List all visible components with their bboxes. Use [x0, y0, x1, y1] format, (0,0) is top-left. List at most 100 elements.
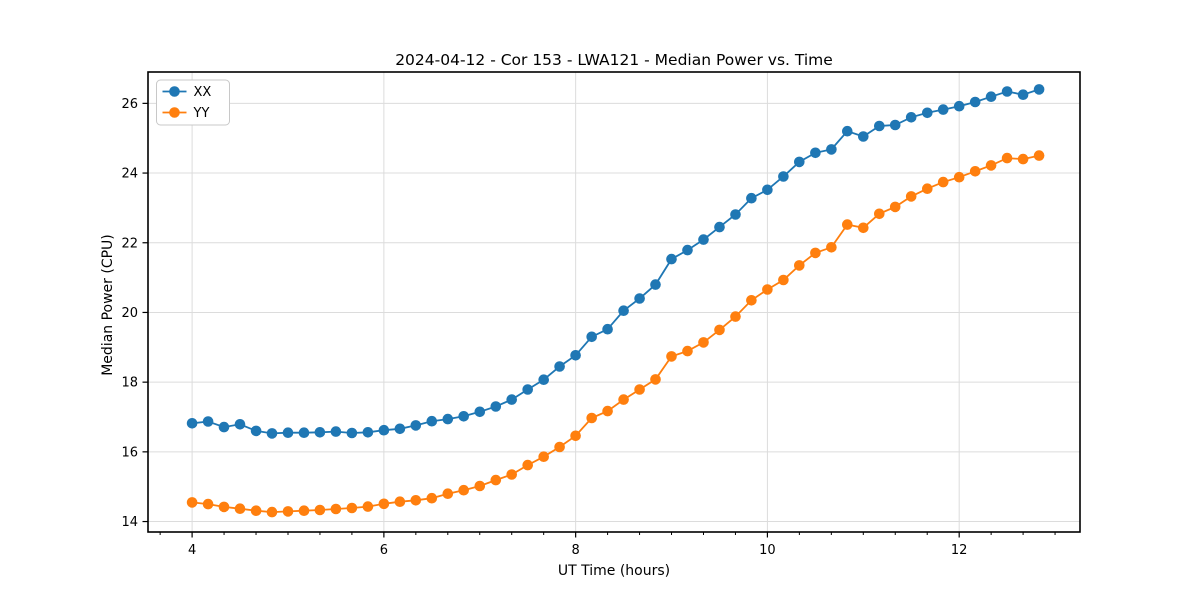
series-YY-marker: [282, 506, 294, 517]
series-YY-marker: [250, 505, 262, 516]
series-YY-marker: [602, 405, 613, 417]
series-XX-marker: [554, 361, 565, 372]
series-XX-marker: [905, 112, 917, 123]
series-YY-marker: [762, 284, 773, 295]
series-XX-marker: [410, 420, 422, 431]
series-YY-marker: [794, 260, 805, 271]
series-YY-marker: [410, 495, 422, 506]
legend-label-XX: XX: [194, 85, 212, 100]
series-XX-marker: [490, 401, 502, 412]
series-YY-marker: [826, 242, 837, 253]
series-YY-marker: [218, 501, 230, 513]
series-XX-marker: [969, 96, 981, 108]
series-YY-marker: [746, 295, 757, 306]
series-XX-marker: [858, 131, 869, 142]
series-YY-marker: [858, 222, 869, 234]
series-XX-marker: [330, 426, 342, 437]
x-tick-label: 8: [572, 543, 580, 558]
series-YY-marker: [362, 501, 374, 512]
series-XX-marker: [937, 104, 949, 115]
series-XX-marker: [874, 120, 885, 132]
series-XX-marker: [698, 234, 709, 245]
series-XX-marker: [394, 423, 406, 435]
series-XX-marker: [538, 374, 549, 386]
series-YY-marker: [346, 502, 358, 514]
series-YY-marker: [202, 498, 214, 510]
series-YY-marker: [1017, 153, 1029, 165]
legend-marker: [169, 86, 180, 97]
series-XX-marker: [458, 411, 470, 422]
series-XX-marker: [426, 415, 438, 427]
series-YY-marker: [426, 492, 438, 504]
series-YY-marker: [314, 504, 326, 516]
series-YY-marker: [682, 345, 693, 357]
series-YY-marker: [714, 324, 725, 336]
series-YY-marker: [506, 469, 517, 480]
series-XX-marker: [602, 323, 613, 335]
series-YY-marker: [378, 498, 390, 510]
series-YY-marker: [969, 166, 981, 177]
series-YY-marker: [730, 311, 741, 322]
series-YY-marker: [810, 247, 821, 259]
x-tick-label: 12: [951, 543, 968, 558]
series-XX-marker: [666, 253, 677, 265]
series-YY-line: [192, 154, 1040, 514]
series-YY-marker: [1033, 150, 1045, 161]
x-axis-label: UT Time (hours): [557, 563, 671, 579]
series-XX-marker: [298, 427, 310, 439]
series-YY-marker: [490, 474, 502, 486]
series-YY-marker: [985, 160, 997, 171]
series-YY-marker: [330, 503, 342, 515]
series-XX-marker: [314, 427, 326, 438]
series-YY-marker: [889, 201, 901, 213]
series-XX-marker: [730, 209, 741, 220]
series-XX-marker: [618, 305, 629, 317]
series-XX-marker: [378, 424, 390, 436]
series-XX-marker: [218, 421, 230, 433]
series-XX-marker: [1001, 86, 1013, 97]
series-YY-marker: [634, 384, 645, 395]
series-XX-marker: [985, 91, 997, 102]
series-YY-marker: [953, 171, 965, 183]
axes-spines: [147, 71, 1081, 533]
series-YY-marker: [666, 351, 677, 362]
series-XX-marker: [570, 350, 581, 361]
series-YY-marker: [570, 430, 581, 442]
y-tick-label: 26: [121, 97, 138, 112]
series-YY-marker: [922, 183, 933, 194]
legend-label-YY: YY: [193, 106, 210, 121]
series-YY-marker: [474, 480, 486, 492]
series-XX-marker: [810, 147, 821, 159]
series-XX-marker: [682, 244, 693, 256]
series-XX-marker: [506, 394, 517, 405]
series-YY-marker: [1001, 152, 1013, 164]
x-tick-label: 6: [380, 543, 388, 558]
series-YY-marker: [266, 506, 278, 518]
series-YY-marker: [778, 274, 789, 286]
series-YY-marker: [442, 488, 454, 500]
series-YY-marker: [186, 497, 198, 508]
series-XX-marker: [362, 427, 374, 438]
y-tick-label: 14: [121, 515, 138, 530]
x-tick-label: 10: [759, 543, 776, 558]
series-XX-marker: [922, 107, 933, 119]
series-XX-marker: [266, 428, 278, 439]
series-YY-marker: [905, 191, 917, 202]
y-tick-label: 18: [121, 376, 138, 391]
series-XX-marker: [202, 416, 214, 427]
series-YY-marker: [394, 496, 406, 508]
series-YY-marker: [842, 219, 853, 230]
series-XX-marker: [250, 425, 262, 437]
series-XX-marker: [714, 221, 725, 233]
series-XX-marker: [826, 144, 837, 155]
series-YY-marker: [522, 459, 533, 471]
series-XX-marker: [1033, 84, 1045, 95]
series-XX-marker: [842, 125, 853, 137]
y-tick-label: 24: [121, 167, 138, 182]
series-XX-marker: [474, 406, 486, 418]
series-XX-marker: [953, 100, 965, 112]
series-XX-marker: [282, 427, 294, 439]
series-XX-marker: [778, 171, 789, 182]
series-YY-marker: [618, 394, 629, 405]
chart-title: 2024-04-12 - Cor 153 - LWA121 - Median P…: [395, 51, 833, 69]
